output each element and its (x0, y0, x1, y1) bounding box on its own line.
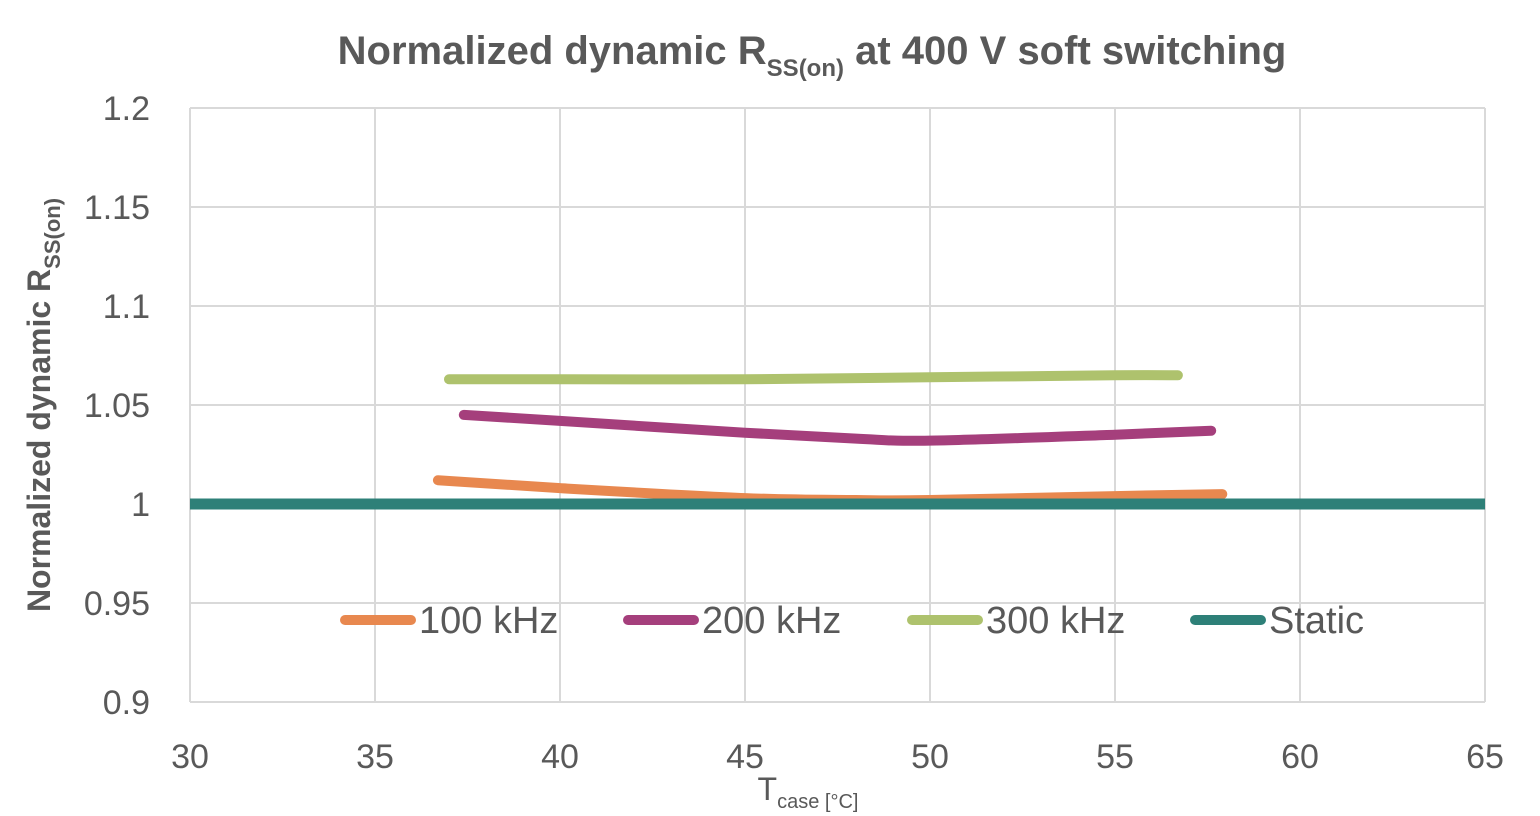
chart-title-subscript: SS(on) (767, 55, 844, 82)
chart-title-suffix: at 400 V soft switching (844, 29, 1286, 73)
x-axis-title: Tcase [°C] (758, 771, 859, 813)
x-tick-labels: 30 35 40 45 50 55 60 65 (171, 738, 1504, 776)
y-tick-label: 1.05 (84, 387, 150, 425)
legend-label: Static (1269, 600, 1364, 642)
x-tick-label: 55 (1096, 738, 1134, 776)
x-tick-label: 35 (356, 738, 394, 776)
x-tick-label: 30 (171, 738, 209, 776)
series-line-100-khz (432, 475, 1228, 506)
y-tick-label: 1.1 (103, 288, 150, 326)
x-tick-label: 65 (1466, 738, 1504, 776)
y-tick-label: 0.9 (103, 684, 150, 722)
x-tick-label: 50 (911, 738, 949, 776)
series-line-300-khz (444, 370, 1183, 385)
series-line-200-khz (458, 409, 1217, 446)
y-tick-label: 1 (131, 486, 150, 524)
y-tick-label: 1.2 (103, 90, 150, 128)
legend-item-100-khz: 100 kHz (340, 600, 558, 642)
x-tick-label: 40 (541, 738, 579, 776)
y-axis-title: Normalized dynamic RSS(on) (21, 198, 65, 612)
x-axis-title-main: T (758, 771, 778, 807)
y-tick-label: 1.15 (84, 189, 150, 227)
chart-title: Normalized dynamic RSS(on) at 400 V soft… (338, 29, 1287, 82)
legend-label: 100 kHz (419, 600, 558, 642)
x-tick-label: 45 (726, 738, 764, 776)
series-lines (190, 370, 1485, 510)
x-axis-title-subscript: case [°C] (777, 791, 858, 813)
y-axis-title-main: Normalized dynamic R (21, 269, 57, 612)
legend-label: 200 kHz (702, 600, 841, 642)
legend-label: 300 kHz (986, 600, 1125, 642)
legend-item-300-khz: 300 kHz (907, 600, 1125, 642)
legend: 100 kHz 200 kHz 300 kHz Static (340, 600, 1364, 642)
x-tick-label: 60 (1281, 738, 1319, 776)
y-tick-label: 0.95 (84, 585, 150, 623)
y-tick-labels: 0.9 0.95 1 1.05 1.1 1.15 1.2 (84, 90, 150, 722)
legend-item-200-khz: 200 kHz (623, 600, 841, 642)
chart-title-main: Normalized dynamic R (338, 29, 767, 73)
legend-item-static: Static (1190, 600, 1364, 642)
y-axis-title-subscript: SS(on) (40, 198, 65, 269)
